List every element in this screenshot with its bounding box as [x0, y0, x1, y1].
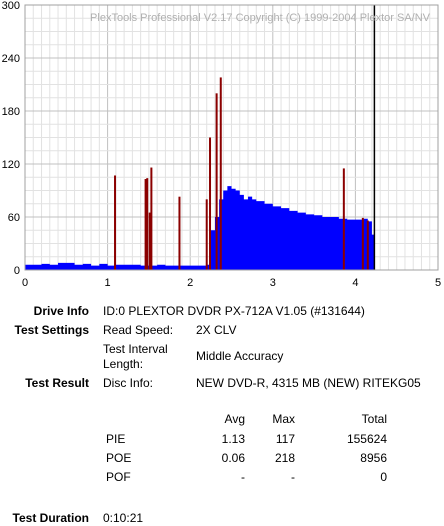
poe-bar: [150, 167, 153, 270]
poe-bar: [219, 77, 222, 270]
test-duration-label: Test Duration: [12, 511, 89, 525]
chart-watermark: PlexTools Professional V2.17 Copyright (…: [90, 12, 431, 24]
plot-frame: [24, 4, 439, 271]
poe-bar: [114, 175, 117, 270]
row-poe-name: POE: [106, 451, 132, 465]
y-axis-ticks: 0 60 120 180 240 300: [2, 0, 20, 277]
poe-bar: [146, 178, 149, 270]
poe-bar: [144, 179, 147, 270]
test-settings-label: Test Settings: [14, 323, 89, 337]
drive-info-value: ID:0 PLEXTOR DVDR PX-712A V1.05 (#131644…: [103, 304, 365, 318]
col-max-header: Max: [272, 412, 295, 426]
x-axis-ticks: 0 1 2 3 4 5: [22, 277, 441, 289]
poe-bar: [361, 217, 364, 270]
drive-info-label: Drive Info: [33, 304, 89, 318]
x-tick-label: 1: [105, 277, 111, 289]
interval-value: Middle Accuracy: [196, 349, 284, 363]
row-pie-max: 117: [275, 432, 295, 446]
x-tick-label: 4: [352, 277, 358, 289]
y-tick-label: 0: [14, 265, 20, 277]
row-poe-max: 218: [274, 451, 295, 465]
col-total-header: Total: [361, 412, 387, 426]
test-duration-value: 0:10:21: [103, 511, 144, 525]
x-tick-label: 2: [187, 277, 193, 289]
poe-bar: [366, 220, 369, 270]
test-result-label: Test Result: [25, 376, 89, 390]
poe-bar: [209, 137, 212, 270]
row-poe-avg: 0.06: [221, 451, 245, 465]
poe-bar: [205, 199, 208, 270]
y-tick-label: 120: [2, 159, 20, 171]
interval-label-line2: Length:: [103, 357, 144, 371]
disc-info-label: Disc Info:: [103, 376, 154, 390]
pie-series-area: [25, 186, 375, 270]
poe-bar: [215, 93, 218, 270]
chart-bars: [25, 5, 376, 270]
x-tick-label: 0: [22, 277, 28, 289]
row-poe-total: 8956: [360, 451, 387, 465]
row-pie-total: 155624: [346, 432, 387, 446]
row-pof-total: 0: [380, 470, 387, 484]
y-tick-label: 240: [2, 53, 20, 65]
poe-bar: [342, 168, 345, 270]
pie-poe-chart: PlexTools Professional V2.17 Copyright (…: [2, 0, 441, 289]
x-tick-label: 5: [435, 277, 441, 289]
poe-bar: [148, 212, 151, 270]
row-pof-name: POF: [106, 470, 131, 484]
y-tick-label: 300: [2, 0, 20, 12]
y-tick-label: 180: [2, 106, 20, 118]
read-speed-label: Read Speed:: [103, 323, 174, 337]
interval-label-line1: Test Interval: [103, 342, 168, 356]
x-tick-label: 3: [270, 277, 276, 289]
row-pie-name: PIE: [106, 432, 126, 446]
row-pof-max: -: [291, 470, 295, 484]
col-avg-header: Avg: [224, 412, 245, 426]
row-pof-avg: -: [241, 470, 245, 484]
disc-info-value: NEW DVD-R, 4315 MB (NEW) RITEKG05: [196, 376, 421, 390]
poe-bar: [178, 196, 181, 270]
read-speed-value: 2X CLV: [196, 323, 237, 337]
y-tick-label: 60: [8, 212, 20, 224]
row-pie-avg: 1.13: [221, 432, 245, 446]
